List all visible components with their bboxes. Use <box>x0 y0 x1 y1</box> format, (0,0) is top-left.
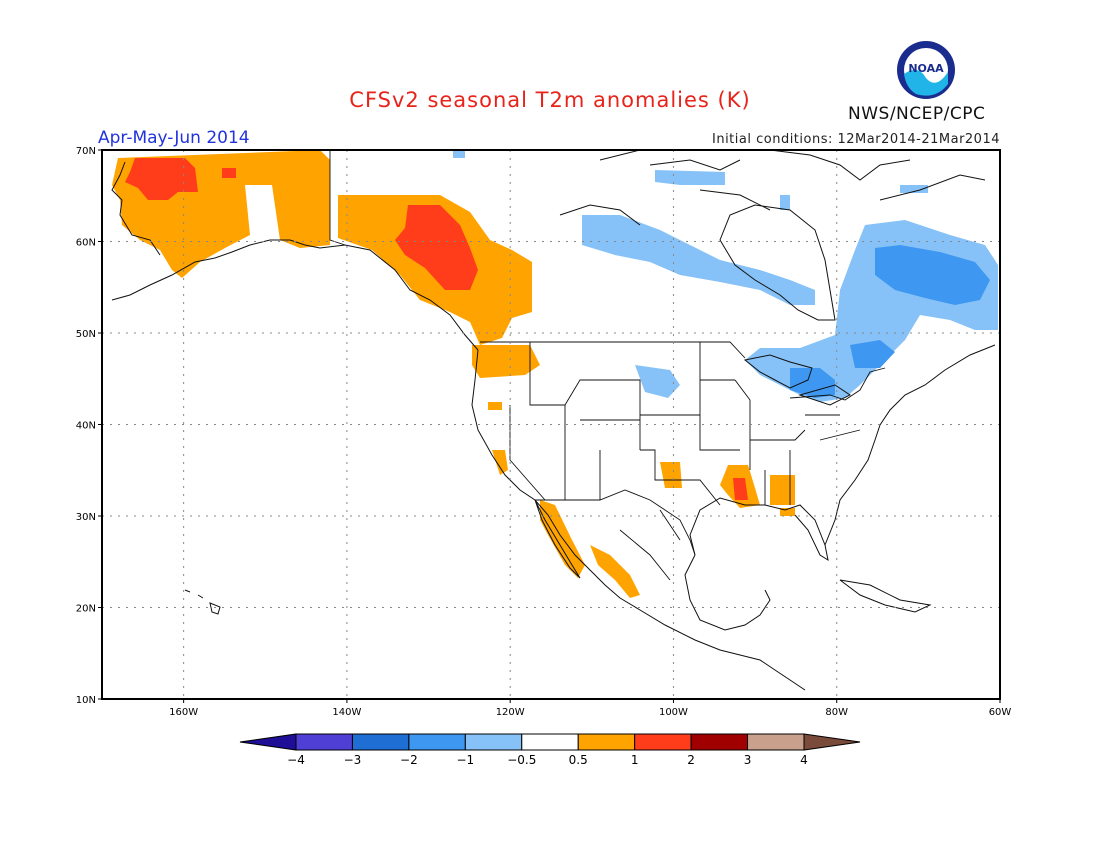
hudson-bay-coastline <box>719 204 836 321</box>
florida-warm-cell <box>780 508 795 516</box>
alaska-coastline <box>111 239 479 351</box>
chart-title: CFSv2 seasonal T2m anomalies (K) <box>349 88 751 112</box>
mexico-east-coastline <box>684 554 771 631</box>
legend-label: −4 <box>287 753 305 767</box>
legend-label: 2 <box>687 753 695 767</box>
arctic-cool-region <box>582 215 815 305</box>
great-lakes-coastline <box>743 354 851 406</box>
nw-us-warm-cell <box>488 402 502 410</box>
legend-label: −1 <box>456 753 474 767</box>
lat-label: 30N <box>76 512 96 523</box>
ontario-cold-region <box>850 340 895 368</box>
lon-label: 100W <box>659 707 688 718</box>
hawaii-coastline <box>184 589 221 615</box>
lon-label: 160W <box>169 707 198 718</box>
legend-label: 4 <box>800 753 808 767</box>
legend-swatch <box>803 733 861 751</box>
great-lakes-cold-region <box>790 368 835 398</box>
legend-label: −2 <box>400 753 418 767</box>
axis-labels: 70N 60N 50N 40N 30N 20N 10N 160W 140W 120W 100W 80W… <box>76 146 1012 718</box>
alaska-west-coastline <box>111 161 161 256</box>
agency-label: NWS/NCEP/CPC <box>848 104 986 124</box>
lon-label: 60W <box>989 707 1012 718</box>
lat-label: 70N <box>76 146 96 157</box>
legend-swatch <box>464 733 523 751</box>
legend-label: −0.5 <box>507 753 536 767</box>
lat-label: 50N <box>76 329 96 340</box>
coastlines <box>111 149 996 691</box>
legend-swatch <box>690 733 749 751</box>
gulf-coastline <box>689 497 829 562</box>
alaska-hot-region <box>125 158 198 200</box>
baja-coastline <box>534 499 581 579</box>
bc-hot-region <box>395 205 478 290</box>
lat-label: 20N <box>76 604 96 615</box>
oklahoma-warm-region <box>660 462 682 488</box>
legend-label: 0.5 <box>569 753 588 767</box>
legend-label: 3 <box>744 753 752 767</box>
lon-label: 140W <box>332 707 361 718</box>
west-coast-coastline <box>471 349 806 691</box>
legend-swatch <box>577 733 636 751</box>
mexico-coast-warm-region <box>590 545 640 598</box>
legend-swatch <box>295 733 353 751</box>
lat-label: 40N <box>76 421 96 432</box>
legend-swatch <box>239 733 297 751</box>
alabama-warm-region <box>770 475 795 505</box>
legend-swatch <box>408 733 466 751</box>
arctic-cool-cell-1 <box>453 150 465 158</box>
lat-label: 60N <box>76 238 96 249</box>
mexico-state-borders <box>619 509 681 581</box>
us-canada-border <box>480 341 886 401</box>
arctic-cool-cell-3 <box>780 195 790 210</box>
legend-swatch <box>521 733 579 751</box>
alaska-hot-cell <box>222 168 236 178</box>
noaa-logo: NOAA <box>897 41 955 99</box>
arctic-cool-cell-2 <box>900 185 928 193</box>
us-state-borders <box>509 342 861 506</box>
lon-label: 120W <box>496 707 525 718</box>
lat-label: 10N <box>76 695 96 706</box>
legend-label: 1 <box>631 753 639 767</box>
us-mexico-border <box>535 489 696 556</box>
lon-label: 80W <box>825 707 848 718</box>
color-legend: −4 −3 −2 −1 −0.5 0.5 1 2 3 4 <box>239 733 861 767</box>
nw-us-warm-region <box>472 345 540 378</box>
forecast-period: Apr-May-Jun 2014 <box>98 128 250 148</box>
legend-swatch <box>747 733 805 751</box>
legend-swatch <box>351 733 410 751</box>
california-warm-region <box>492 450 508 475</box>
quebec-cool-region <box>745 220 998 402</box>
midwest-cool-region <box>635 365 680 398</box>
logo-text: NOAA <box>908 62 944 75</box>
arctic-islands-cool-region <box>655 170 725 185</box>
lat-lon-grid <box>102 150 1000 699</box>
quebec-cold-region <box>875 245 990 305</box>
mississippi-hot-region <box>733 478 748 500</box>
political-borders <box>329 150 886 581</box>
cuba-coastline <box>839 579 932 613</box>
legend-swatch <box>634 733 692 751</box>
initial-conditions: Initial conditions: 12Mar2014-21Mar2014 <box>712 132 1000 147</box>
legend-label: −3 <box>344 753 362 767</box>
arctic-islands-coastline <box>559 149 986 226</box>
alaska-canada-border <box>329 150 346 246</box>
anomaly-cells <box>112 150 998 598</box>
